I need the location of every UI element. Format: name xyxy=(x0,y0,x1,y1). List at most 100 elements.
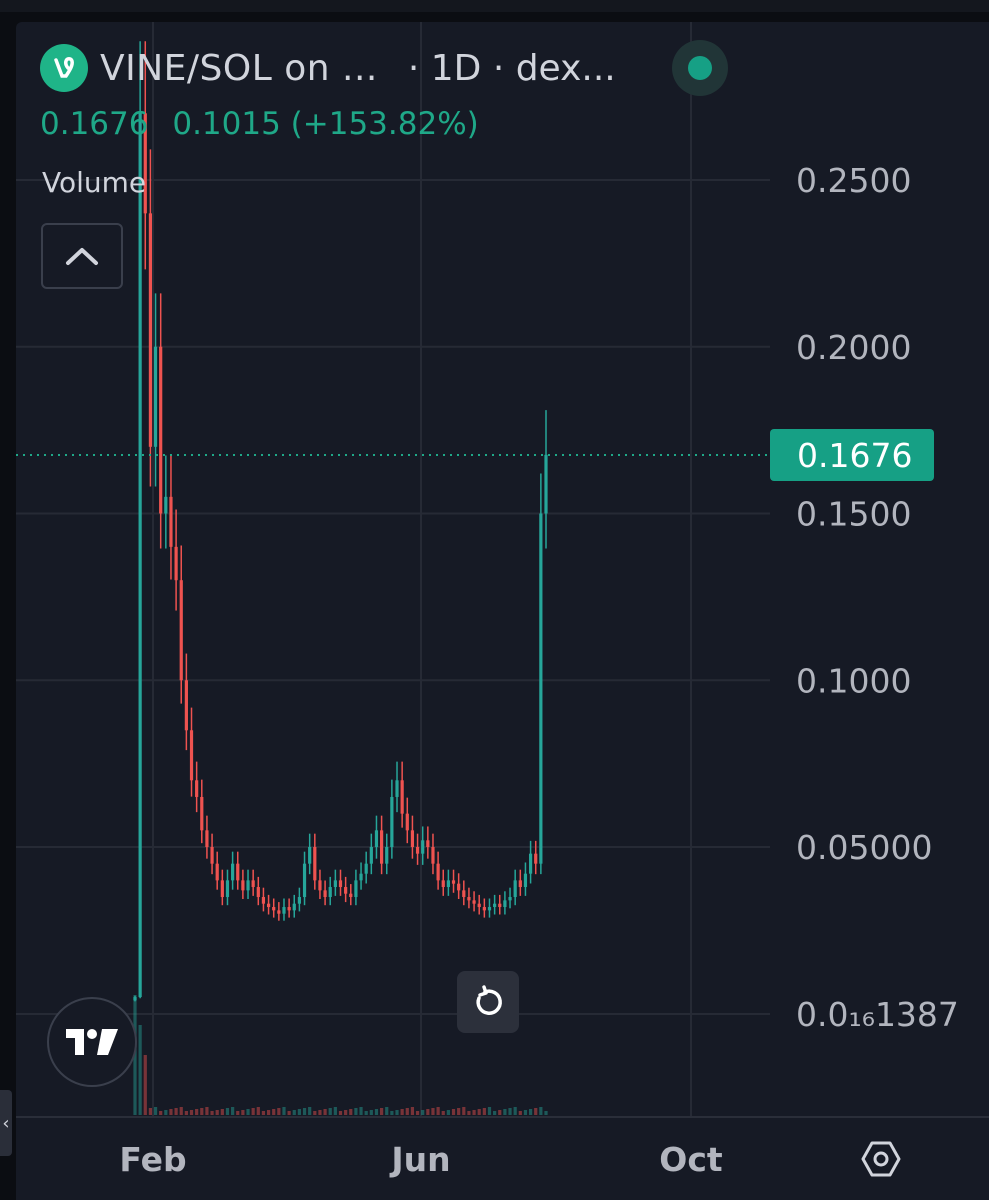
candle-body xyxy=(359,873,363,881)
collapse-legend-button[interactable] xyxy=(41,223,123,289)
candle-body xyxy=(518,880,522,888)
volume-bar xyxy=(518,1111,522,1115)
candle-body xyxy=(184,680,188,731)
volume-bar xyxy=(282,1107,286,1115)
candle-body xyxy=(390,796,394,847)
volume-bar xyxy=(364,1111,368,1115)
candle-body xyxy=(169,496,173,547)
candle-body xyxy=(277,910,281,914)
reset-chart-button[interactable] xyxy=(457,971,519,1033)
candle-body xyxy=(431,847,435,864)
candle-body xyxy=(215,863,219,881)
volume-bar xyxy=(256,1107,260,1115)
candle-body xyxy=(179,580,183,681)
volume-bar xyxy=(349,1109,353,1115)
volume-bar xyxy=(200,1108,204,1115)
candle-body xyxy=(236,863,240,881)
volume-bar xyxy=(441,1111,445,1115)
volume-bar xyxy=(503,1109,507,1115)
candle-body xyxy=(405,813,409,831)
volume-bar xyxy=(241,1110,245,1115)
candle-body xyxy=(534,853,538,864)
volume-bar xyxy=(477,1109,481,1115)
candle-body xyxy=(344,887,348,894)
y-tick-label: 0.1500 xyxy=(796,495,911,534)
volume-bar xyxy=(153,1107,158,1115)
volume-bar xyxy=(205,1107,209,1115)
volume-bar xyxy=(359,1107,363,1115)
candle-body xyxy=(380,830,384,864)
candle-body xyxy=(143,113,147,214)
volume-bar xyxy=(308,1107,312,1115)
legend-title[interactable]: VINE/SOL on ... · 1D · dex... xyxy=(40,44,616,92)
candle-body xyxy=(174,546,178,581)
volume-bar xyxy=(292,1110,296,1115)
interval-label: · 1D · dex... xyxy=(407,47,616,89)
candle-body xyxy=(426,840,430,847)
volume-bar xyxy=(313,1111,317,1115)
volume-bar xyxy=(220,1109,224,1115)
volume-bar xyxy=(236,1111,240,1115)
volume-bar xyxy=(246,1109,250,1115)
volume-bar xyxy=(184,1111,188,1115)
candle-body xyxy=(133,997,137,1001)
x-tick-label: Jun xyxy=(389,1140,450,1179)
volume-bar xyxy=(266,1110,271,1115)
candle-body xyxy=(308,847,312,864)
candle-body xyxy=(498,903,502,908)
volume-bar xyxy=(369,1110,373,1115)
y-axis: 0.2500 0.2000 0.1500 0.1000 0.05000 xyxy=(796,161,932,867)
volume-bar xyxy=(395,1110,399,1115)
y-tick-label: 0.2000 xyxy=(796,328,911,367)
volume-bar xyxy=(215,1110,219,1115)
volume-bar xyxy=(210,1111,214,1115)
volume-bar xyxy=(410,1107,415,1115)
volume-bar xyxy=(513,1107,517,1115)
candle-body xyxy=(523,873,528,888)
candle-body xyxy=(225,880,230,898)
candle-body xyxy=(415,847,420,854)
current-price-tag xyxy=(770,429,934,481)
candle-body xyxy=(210,847,214,864)
candle-body xyxy=(410,830,415,847)
candle-body xyxy=(338,880,343,888)
volume-bar xyxy=(169,1109,173,1115)
candle-body xyxy=(508,897,512,901)
volume-bar xyxy=(539,1107,543,1115)
candle-body xyxy=(493,903,497,908)
reset-icon xyxy=(476,985,502,1015)
candle-body xyxy=(159,346,163,514)
chart-settings-button[interactable] xyxy=(858,1136,904,1182)
tradingview-logo-icon[interactable] xyxy=(47,997,137,1087)
candle-body xyxy=(457,883,461,891)
market-status-indicator[interactable] xyxy=(672,40,728,96)
volume-bar xyxy=(159,1111,163,1115)
candle-body xyxy=(266,903,271,908)
volume-bar xyxy=(467,1111,471,1115)
candle-body xyxy=(395,780,399,797)
candles xyxy=(133,41,548,1002)
grid-lines xyxy=(16,22,770,1117)
candle-body xyxy=(256,887,260,898)
candle-body xyxy=(539,513,543,864)
volume-bar xyxy=(421,1110,425,1115)
volume-bar xyxy=(482,1108,486,1115)
x-axis: Feb Jun Oct xyxy=(119,1140,723,1179)
candle-body xyxy=(318,880,322,891)
top-bar xyxy=(0,0,989,12)
volume-bar xyxy=(318,1110,322,1115)
symbol-label: VINE/SOL on ... xyxy=(100,47,378,89)
candle-body xyxy=(385,847,389,864)
candle-body xyxy=(251,880,255,888)
candle-body xyxy=(400,780,404,814)
y-tick-label: 0.1000 xyxy=(796,661,911,700)
scroll-left-button[interactable]: ‹ xyxy=(0,1090,12,1156)
candle-body xyxy=(544,454,548,514)
candle-body xyxy=(231,863,235,881)
volume-bar xyxy=(338,1111,343,1115)
volume-bar xyxy=(302,1108,307,1115)
status-dot-icon xyxy=(688,56,712,80)
volume-bar xyxy=(431,1108,435,1115)
candle-body xyxy=(503,900,507,908)
